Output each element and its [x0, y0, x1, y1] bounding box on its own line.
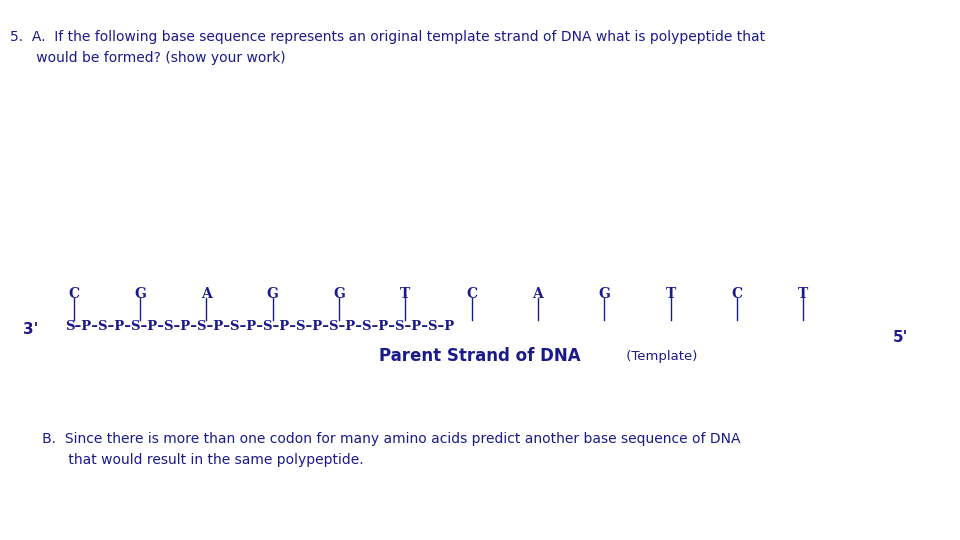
Text: T: T [665, 287, 676, 301]
Text: 5': 5' [893, 330, 908, 345]
Text: G: G [267, 287, 278, 301]
Text: G: G [134, 287, 146, 301]
Text: T: T [400, 287, 411, 301]
Text: would be formed? (show your work): would be formed? (show your work) [10, 51, 285, 65]
Text: Parent Strand of DNA: Parent Strand of DNA [379, 347, 581, 366]
Text: 5.  A.  If the following base sequence represents an original template strand of: 5. A. If the following base sequence rep… [10, 30, 765, 44]
Text: G: G [598, 287, 611, 301]
Text: A: A [533, 287, 543, 301]
Text: (Template): (Template) [622, 350, 698, 363]
Text: C: C [68, 287, 79, 301]
Text: that would result in the same polypeptide.: that would result in the same polypeptid… [29, 453, 364, 467]
Text: S–P–S–P–S–P–S–P–S–P–S–P–S–P–S–P–S–P–S–P–S–P–S–P: S–P–S–P–S–P–S–P–S–P–S–P–S–P–S–P–S–P–S–P–… [65, 320, 454, 333]
Text: 3': 3' [23, 322, 38, 337]
Text: A: A [201, 287, 211, 301]
Text: G: G [333, 287, 345, 301]
Text: B.  Since there is more than one codon for many amino acids predict another base: B. Since there is more than one codon fo… [29, 432, 740, 446]
Text: C: C [732, 287, 742, 301]
Text: T: T [798, 287, 808, 301]
Text: C: C [466, 287, 477, 301]
